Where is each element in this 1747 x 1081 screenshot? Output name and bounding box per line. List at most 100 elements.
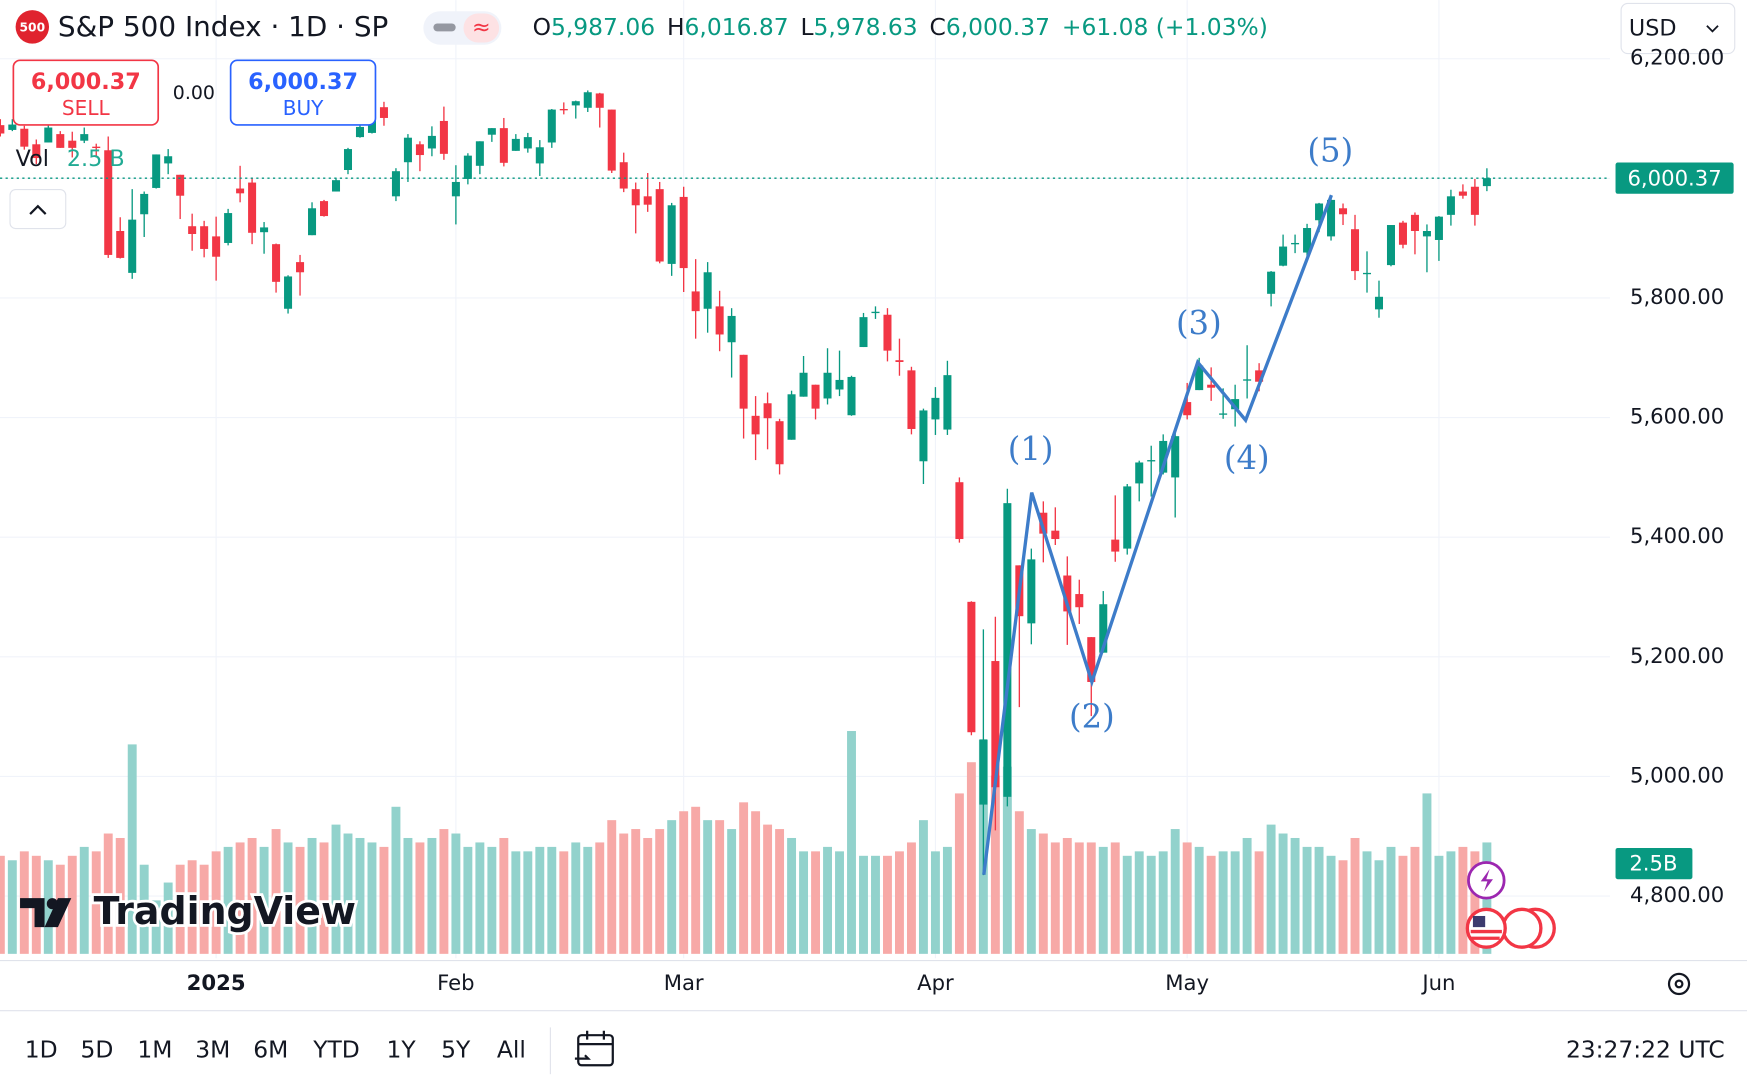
range-button[interactable]: 3M: [195, 1035, 230, 1063]
event-icon: [1480, 869, 1493, 892]
candle-body: [1243, 379, 1252, 381]
candle-body: [1135, 462, 1144, 484]
ohlc-value: 6,016.87: [685, 12, 789, 40]
volume-bar: [895, 851, 904, 954]
volume-bar: [499, 837, 509, 954]
flag-icon: [1465, 907, 1507, 949]
sell-button[interactable]: [12, 59, 160, 126]
volume-bar: [643, 837, 653, 954]
candle-body: [1315, 203, 1324, 221]
y-tick-label: 5,600.00: [1630, 404, 1724, 429]
candle-body: [1039, 512, 1048, 534]
candle-body: [1482, 178, 1491, 187]
candle-body: [272, 244, 281, 282]
candle-body: [8, 124, 17, 130]
candle-body: [487, 128, 496, 135]
volume-bar: [307, 837, 317, 954]
range-button[interactable]: 6M: [253, 1035, 288, 1063]
volume-bar: [439, 829, 449, 954]
candle-body: [1470, 186, 1479, 215]
candle-body: [188, 226, 197, 234]
ohlc-value: 6,000.37: [946, 12, 1050, 40]
candle-body: [260, 227, 269, 233]
candle-body: [1398, 222, 1407, 245]
range-button[interactable]: YTD: [312, 1035, 360, 1063]
x-tick-label: Feb: [437, 970, 474, 995]
plot: (1) (2) (3) (4) (5): [0, 0, 1610, 959]
volume-bar: [115, 837, 125, 954]
range-button[interactable]: 1Y: [387, 1035, 417, 1063]
volume-bar: [823, 846, 832, 954]
candle-body: [1351, 229, 1360, 272]
candle-body: [955, 482, 964, 540]
range-button[interactable]: All: [497, 1035, 526, 1063]
buy-label: BUY: [283, 96, 324, 120]
range-button[interactable]: 1D: [25, 1035, 58, 1063]
currency-select[interactable]: [1620, 2, 1736, 55]
volume-bar: [679, 811, 689, 954]
volume-bar: [1410, 846, 1420, 954]
buy-button[interactable]: [229, 59, 377, 126]
volume-bar: [1278, 833, 1288, 954]
candle-body: [296, 262, 305, 273]
volume-bar: [1470, 851, 1480, 954]
candle-body: [1327, 199, 1336, 237]
candle-body: [595, 93, 604, 108]
candle-body: [967, 601, 976, 733]
ohlc-value: 5,978.63: [814, 12, 918, 40]
volume-bar: [451, 833, 461, 954]
candle-body: [212, 236, 221, 257]
candle-body: [403, 137, 412, 163]
volume-bar: [7, 860, 17, 954]
volume-bar: [631, 829, 641, 954]
volume-bar: [1002, 766, 1012, 954]
last-price-tag: [1615, 162, 1734, 194]
candle-body: [1219, 413, 1228, 415]
date-range-button[interactable]: [574, 1030, 614, 1067]
candle-body: [835, 379, 844, 390]
volume-bar: [415, 842, 425, 954]
volume-bar: [187, 860, 197, 954]
candle-body: [92, 146, 101, 149]
volume-bar: [703, 820, 713, 954]
candle-body: [511, 138, 520, 151]
volume-bar: [1434, 855, 1444, 954]
currency: USD: [1629, 16, 1677, 42]
economic-events[interactable]: [1465, 907, 1556, 949]
ohlc-value: 5,987.06: [551, 12, 655, 40]
volume-bar: [859, 855, 868, 954]
candle-body: [200, 226, 209, 249]
candle-body: [128, 219, 137, 273]
wave-label: (2): [1069, 697, 1115, 735]
volume-bar: [607, 820, 617, 954]
candle-body: [883, 314, 892, 351]
volume-bar: [511, 851, 521, 954]
candle-body: [355, 126, 364, 138]
candle-body: [1183, 402, 1192, 416]
candle-body: [727, 315, 736, 343]
volume-bar: [1386, 846, 1396, 954]
candle-body: [0, 125, 5, 134]
volume-bar: [799, 851, 809, 954]
volume-bar: [295, 846, 305, 954]
candle-body: [1339, 208, 1348, 215]
volume-bar: [559, 851, 569, 954]
volume-bar: [1026, 829, 1036, 954]
symbol-icon: [15, 10, 50, 44]
symbol-title[interactable]: S&P 500 Index · 1D · SP: [58, 10, 388, 43]
candle-body: [1099, 604, 1108, 653]
volume-bar: [583, 846, 593, 954]
volume-bar: [1086, 842, 1096, 954]
candle-body: [523, 137, 532, 149]
volume-bar: [595, 842, 605, 954]
volume-bar: [1242, 837, 1252, 954]
wave-label: (4): [1224, 439, 1270, 477]
range-button[interactable]: 1M: [137, 1035, 172, 1063]
range-button[interactable]: 5Y: [441, 1035, 471, 1063]
volume-bar: [655, 829, 665, 954]
collapse-button[interactable]: [9, 188, 67, 230]
settings-icon[interactable]: [1667, 972, 1691, 996]
volume-bar: [715, 820, 725, 954]
range-button[interactable]: 5D: [80, 1035, 113, 1063]
